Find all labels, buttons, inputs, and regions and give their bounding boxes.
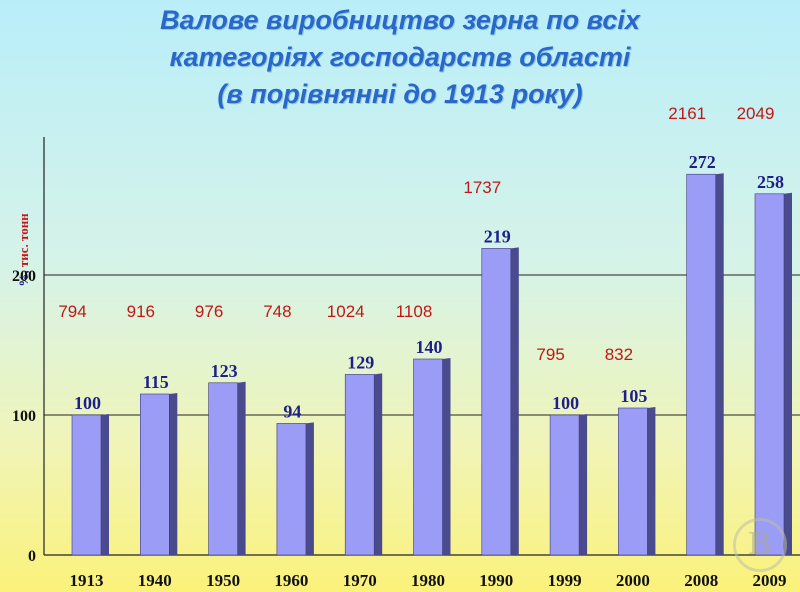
bar-side-1970 <box>374 373 383 555</box>
bar-1913 <box>71 414 102 556</box>
x-tick-label-2008: 2008 <box>684 571 718 590</box>
tonnes-label-1960: 748 <box>263 302 291 321</box>
bar-1940 <box>140 393 170 556</box>
bar-value-label-1960: 94 <box>283 401 301 421</box>
chart-title: Валове виробництво зерна по всіх категор… <box>160 5 640 109</box>
bar-side-1940 <box>169 393 178 555</box>
x-tick-label-1940: 1940 <box>138 571 172 590</box>
x-tick-label-1990: 1990 <box>479 571 513 590</box>
y-tick-label-200: 200 <box>12 268 36 285</box>
x-tick-label-1950: 1950 <box>206 571 240 590</box>
watermark-logo: В <box>733 518 787 572</box>
bar-side-1990 <box>510 247 519 555</box>
bar-1950 <box>208 382 238 556</box>
bar-side-2008 <box>715 173 724 555</box>
bar-value-label-1913: 100 <box>74 393 101 413</box>
bar-value-label-1999: 100 <box>552 393 579 413</box>
tonnes-label-2000: 832 <box>605 345 633 364</box>
tonnes-label-2009: 2049 <box>737 104 775 123</box>
x-tick-label-1999: 1999 <box>548 571 582 590</box>
x-tick-label-2009: 2009 <box>753 571 787 590</box>
bar-1960 <box>276 423 307 556</box>
bar-1980 <box>413 358 443 556</box>
x-tick-label-1980: 1980 <box>411 571 445 590</box>
bar-side-1950 <box>237 381 246 555</box>
bar-value-label-1970: 129 <box>347 352 374 372</box>
x-tick-label-2000: 2000 <box>616 571 650 590</box>
bar-side-1913 <box>101 414 109 555</box>
bar-value-label-2000: 105 <box>620 386 647 406</box>
tonnes-label-1950: 976 <box>195 302 223 321</box>
bar-side-1999 <box>579 414 588 555</box>
y-tick-label-0: 0 <box>28 548 36 565</box>
bar-2009 <box>754 193 785 556</box>
bar-value-label-1990: 219 <box>484 226 511 246</box>
bar-2000 <box>618 407 648 556</box>
tonnes-label-1980: 1108 <box>396 302 433 321</box>
tonnes-label-1990: 1737 <box>463 178 501 197</box>
tonnes-label-2008: 2161 <box>668 104 706 123</box>
bar-side-1960 <box>305 422 314 555</box>
tonnes-label-1940: 916 <box>127 302 155 321</box>
tonnes-label-1970: 1024 <box>327 302 365 321</box>
tonnes-label-1913: 794 <box>58 302 86 321</box>
bar-value-label-2008: 272 <box>689 152 716 172</box>
bar-side-2009 <box>784 192 792 556</box>
bar-side-1980 <box>442 358 451 555</box>
bar-value-label-1950: 123 <box>211 361 238 381</box>
bar-side-2000 <box>647 407 656 555</box>
bar-1990 <box>481 248 512 556</box>
bar-value-label-2009: 258 <box>757 172 784 192</box>
x-tick-label-1960: 1960 <box>274 571 308 590</box>
bar-value-label-1980: 140 <box>416 337 443 357</box>
bar-1970 <box>344 374 375 556</box>
y-tick-label-100: 100 <box>12 408 36 425</box>
bar-1999 <box>549 414 580 556</box>
tonnes-label-1999: 795 <box>536 345 564 364</box>
x-tick-label-1913: 1913 <box>70 571 104 590</box>
x-tick-label-1970: 1970 <box>343 571 377 590</box>
bar-value-label-1940: 115 <box>143 372 169 392</box>
bar-2008 <box>686 173 717 556</box>
